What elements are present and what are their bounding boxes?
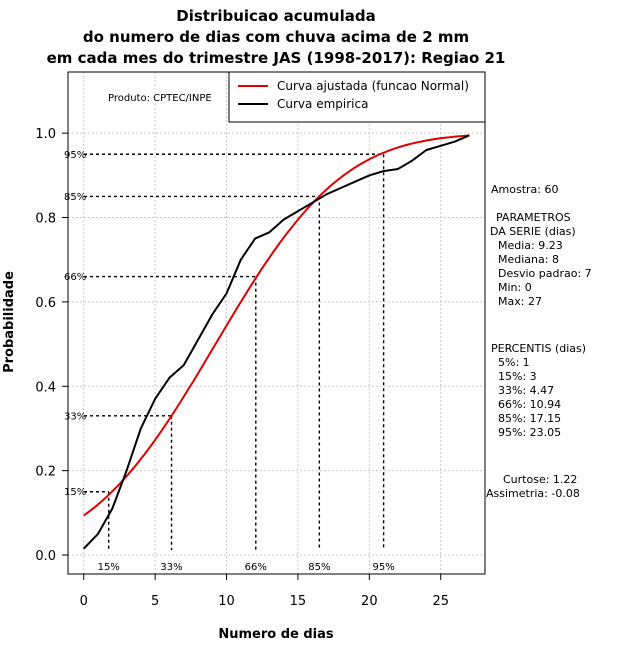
stat-kurtosis: Curtose: 1.22 <box>503 473 577 486</box>
stat-params-heading-1: PARAMETROS <box>496 211 571 224</box>
x-axis-label: Numero de dias <box>218 627 334 642</box>
grid <box>68 72 485 574</box>
stat-min: Min: 0 <box>498 281 532 294</box>
percentile-label-1: 33% <box>160 562 182 573</box>
legend-label-empirical: Curva empirica <box>277 97 368 111</box>
y-axis-label: Probabilidade <box>2 271 17 373</box>
x-tick-label-1: 5 <box>151 594 159 609</box>
chart-title-line-1: Distribuicao acumulada <box>176 7 375 25</box>
stat-sample: Amostra: 60 <box>491 183 558 196</box>
percentile-prob-label-1: 33% <box>64 411 86 422</box>
plot-frame <box>67 71 486 575</box>
stat-p5: 5%: 1 <box>498 356 530 369</box>
stat-p15: 15%: 3 <box>498 370 537 383</box>
percentile-prob-label-4: 95% <box>64 150 86 161</box>
chart-title-line-2: do numero de dias com chuva acima de 2 m… <box>83 28 469 46</box>
percentile-label-0: 15% <box>98 562 120 573</box>
y-tick-label-5: 1.0 <box>35 127 56 142</box>
y-tick-label-1: 0.2 <box>35 465 56 480</box>
x-tick-label-5: 25 <box>432 594 449 609</box>
stat-percentiles-heading: PERCENTIS (dias) <box>491 342 586 355</box>
y-axis: 0.0 0.2 0.4 0.6 0.8 1.0 <box>35 127 68 564</box>
percentile-prob-label-3: 85% <box>64 192 86 203</box>
stat-params-heading-2: DA SERIE (dias) <box>490 225 576 238</box>
x-tick-label-2: 10 <box>218 594 235 609</box>
stat-p33: 33%: 4.47 <box>498 384 554 397</box>
chart-title-line-3: em cada mes do trimestre JAS (1998-2017)… <box>47 49 506 67</box>
stat-median: Mediana: 8 <box>498 253 559 266</box>
percentile-label-3: 85% <box>308 562 330 573</box>
series-lines <box>82 134 470 550</box>
stat-max: Max: 27 <box>498 295 542 308</box>
series-line-0 <box>83 134 470 517</box>
y-tick-label-2: 0.4 <box>35 380 56 395</box>
percentile-prob-label-0: 15% <box>64 487 86 498</box>
percentile-label-4: 95% <box>372 562 394 573</box>
stat-p85: 85%: 17.15 <box>498 412 561 425</box>
stats-panel: Amostra: 60 PARAMETROS DA SERIE (dias) M… <box>486 183 592 500</box>
y-tick-label-4: 0.8 <box>35 212 56 227</box>
x-tick-label-4: 20 <box>361 594 378 609</box>
stat-mean: Media: 9.23 <box>498 239 563 252</box>
percentile-guides: 15% 15% 33% 33% 66% 66% 85% 85% 95% 95% <box>64 150 395 573</box>
x-axis: 0 5 10 15 20 25 <box>80 574 449 609</box>
stat-stddev: Desvio padrao: 7 <box>498 267 592 280</box>
legend: Curva ajustada (funcao Normal) Curva emp… <box>228 71 486 123</box>
x-tick-label-3: 15 <box>290 594 307 609</box>
stat-p95: 95%: 23.05 <box>498 426 561 439</box>
legend-box <box>228 71 486 123</box>
percentile-prob-label-2: 66% <box>64 272 86 283</box>
y-tick-label-0: 0.0 <box>35 549 56 564</box>
series-line-1 <box>82 134 470 550</box>
legend-label-fitted: Curva ajustada (funcao Normal) <box>277 79 469 93</box>
stat-skewness: Assimetria: -0.08 <box>486 487 580 500</box>
y-tick-label-3: 0.6 <box>35 296 56 311</box>
x-tick-label-0: 0 <box>80 594 88 609</box>
percentile-label-2: 66% <box>245 562 267 573</box>
credit-text: Produto: CPTEC/INPE <box>108 93 212 104</box>
stat-p66: 66%: 10.94 <box>498 398 561 411</box>
